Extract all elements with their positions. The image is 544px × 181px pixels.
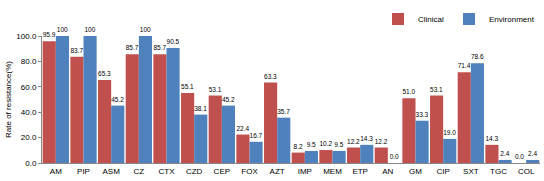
svg-text:FOX: FOX — [241, 167, 258, 176]
svg-text:Clinical: Clinical — [418, 15, 444, 24]
svg-text:CZD: CZD — [186, 167, 203, 176]
svg-text:100: 100 — [140, 26, 151, 33]
svg-text:ETP: ETP — [352, 167, 368, 176]
svg-text:AZT: AZT — [270, 167, 285, 176]
svg-text:53.1: 53.1 — [209, 86, 222, 93]
svg-text:AN: AN — [382, 167, 393, 176]
svg-text:12.2: 12.2 — [375, 138, 388, 145]
svg-text:71.4: 71.4 — [458, 62, 471, 69]
svg-text:60.0: 60.0 — [21, 83, 37, 92]
svg-text:GM: GM — [409, 167, 422, 176]
svg-text:80.0: 80.0 — [21, 57, 37, 66]
svg-text:100.0: 100.0 — [16, 32, 37, 41]
svg-text:AM: AM — [50, 167, 62, 176]
svg-text:63.3: 63.3 — [264, 73, 277, 80]
svg-text:CEP: CEP — [214, 167, 230, 176]
svg-text:40.0: 40.0 — [21, 108, 37, 117]
svg-text:90.5: 90.5 — [167, 38, 180, 45]
svg-text:9.5: 9.5 — [334, 141, 343, 148]
svg-text:85.7: 85.7 — [126, 44, 139, 51]
svg-text:0.0: 0.0 — [25, 159, 37, 168]
svg-text:SXT: SXT — [463, 167, 479, 176]
svg-text:45.2: 45.2 — [222, 96, 235, 103]
svg-text:PIP: PIP — [77, 167, 90, 176]
svg-text:83.7: 83.7 — [70, 47, 83, 54]
svg-text:MEM: MEM — [323, 167, 342, 176]
svg-text:85.7: 85.7 — [153, 44, 166, 51]
svg-text:38.1: 38.1 — [194, 105, 207, 112]
svg-text:TGC: TGC — [490, 167, 507, 176]
svg-text:55.1: 55.1 — [181, 83, 194, 90]
svg-text:78.6: 78.6 — [471, 53, 484, 60]
svg-text:8.2: 8.2 — [294, 143, 303, 150]
svg-text:100: 100 — [57, 26, 68, 33]
svg-text:ASM: ASM — [102, 167, 120, 176]
svg-text:100: 100 — [84, 26, 95, 33]
svg-text:95.9: 95.9 — [43, 31, 56, 38]
svg-text:35.7: 35.7 — [277, 108, 290, 115]
svg-text:CTX: CTX — [159, 167, 176, 176]
svg-text:14.3: 14.3 — [360, 135, 373, 142]
svg-text:53.1: 53.1 — [430, 86, 443, 93]
svg-text:CZ: CZ — [133, 167, 144, 176]
svg-text:COL: COL — [518, 167, 535, 176]
svg-text:12.2: 12.2 — [347, 138, 360, 145]
svg-text:33.3: 33.3 — [416, 111, 429, 118]
svg-text:10.2: 10.2 — [319, 140, 332, 147]
svg-text:16.7: 16.7 — [250, 132, 263, 139]
svg-text:Rate of resistance(%): Rate of resistance(%) — [4, 61, 13, 138]
svg-text:45.2: 45.2 — [111, 96, 124, 103]
svg-text:65.3: 65.3 — [98, 70, 111, 77]
svg-text:20.0: 20.0 — [21, 133, 37, 142]
svg-text:2.4: 2.4 — [500, 150, 509, 157]
svg-text:2.4: 2.4 — [528, 150, 537, 157]
svg-text:22.4: 22.4 — [236, 125, 249, 132]
svg-text:51.0: 51.0 — [402, 88, 415, 95]
svg-text:0.0: 0.0 — [390, 153, 399, 160]
svg-text:0.0: 0.0 — [515, 153, 524, 160]
svg-text:9.5: 9.5 — [307, 141, 316, 148]
svg-text:14.3: 14.3 — [485, 135, 498, 142]
svg-text:CIP: CIP — [436, 167, 449, 176]
svg-text:IMP: IMP — [298, 167, 312, 176]
svg-text:19.0: 19.0 — [443, 129, 456, 136]
svg-text:Environment: Environment — [489, 15, 535, 24]
